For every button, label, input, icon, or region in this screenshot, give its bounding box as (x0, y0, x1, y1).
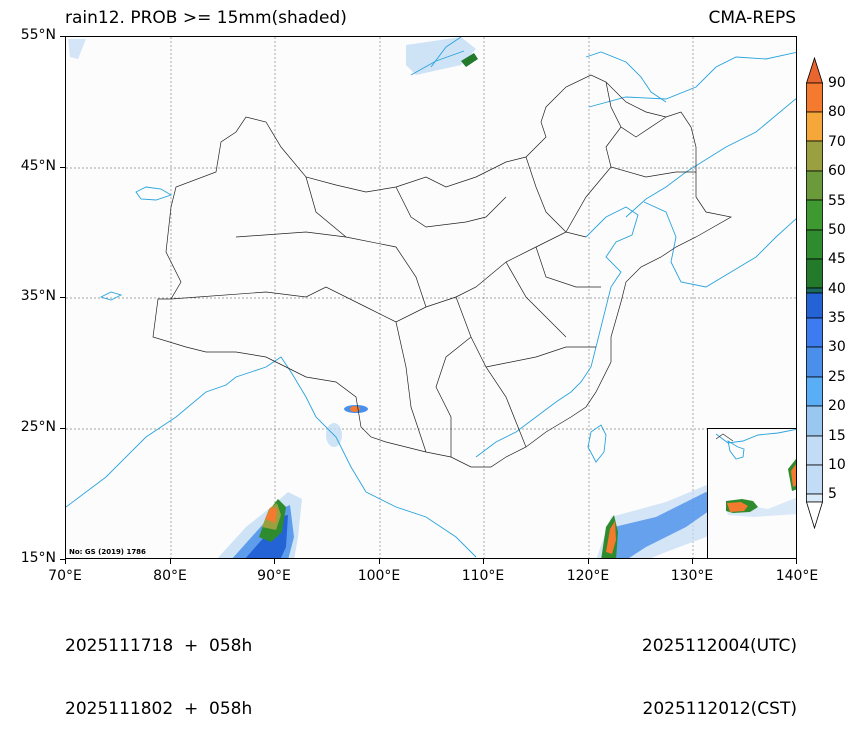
colorbar-label: 40 (828, 281, 846, 297)
y-tick (60, 428, 65, 429)
south-china-sea-inset (707, 428, 797, 559)
y-tick-label: 45°N (20, 158, 56, 174)
y-tick (60, 559, 65, 560)
colorbar-label: 15 (828, 428, 846, 444)
precip-baikal (406, 37, 478, 75)
x-tick-label: 110°E (461, 568, 505, 584)
map-area (65, 36, 797, 559)
colorbar-label: 90 (828, 75, 846, 91)
colorbar-label: 35 (828, 310, 846, 326)
colorbar-label: 80 (828, 104, 846, 120)
colorbar-label: 25 (828, 369, 846, 385)
x-tick (170, 559, 171, 564)
map-canvas (66, 37, 796, 558)
colorbar-label: 20 (828, 398, 846, 414)
colorbar-label: 70 (828, 134, 846, 150)
x-tick-label: 100°E (357, 568, 401, 584)
x-tick-label: 140°E (775, 568, 819, 584)
precip-bay-of-bengal (217, 492, 302, 558)
colorbar-label: 55 (828, 193, 846, 209)
country-borders (152, 74, 732, 468)
valid-cst: 2025112012(CST) (642, 699, 797, 719)
init-cst-line: 2025111802 + 058h (65, 699, 253, 719)
x-tick-label: 80°E (153, 568, 187, 584)
x-tick (274, 559, 275, 564)
x-tick (483, 559, 484, 564)
y-tick-label: 35°N (20, 288, 56, 304)
x-tick (379, 559, 380, 564)
colorbar-extend-min (805, 501, 824, 530)
colorbar (805, 56, 824, 530)
gridlines (66, 37, 796, 558)
y-tick-label: 55°N (20, 27, 56, 43)
colorbar-extend-max (805, 56, 824, 84)
map-approval-number: No: GS (2019) 1786 (69, 548, 146, 556)
precip-yunnan-myanmar (326, 405, 368, 447)
x-tick-label: 120°E (566, 568, 610, 584)
colorbar-label: 45 (828, 251, 846, 267)
colorbar-label: 60 (828, 163, 846, 179)
colorbar-graphic (805, 56, 824, 530)
x-tick-label: 90°E (257, 568, 291, 584)
colorbar-label: 5 (828, 486, 837, 502)
x-tick (692, 559, 693, 564)
y-tick-label: 15°N (20, 550, 56, 566)
model-name: CMA-REPS (708, 8, 796, 28)
y-tick-label: 25°N (20, 419, 56, 435)
x-tick (796, 559, 797, 564)
colorbar-label: 30 (828, 339, 846, 355)
y-tick (60, 167, 65, 168)
coastlines (66, 37, 796, 558)
precip-northwest (68, 39, 86, 59)
colorbar-label: 50 (828, 222, 846, 238)
y-tick (60, 297, 65, 298)
x-tick-label: 70°E (48, 568, 82, 584)
colorbar-label: 10 (828, 457, 846, 473)
init-time-block: 2025111718 + 058h 2025111802 + 058h (65, 594, 252, 741)
x-tick (65, 559, 66, 564)
x-tick (588, 559, 589, 564)
y-tick (60, 36, 65, 37)
x-tick-label: 130°E (670, 568, 714, 584)
inset-canvas (715, 429, 796, 517)
valid-time-block: 2025112004(UTC) 2025112012(CST) (642, 594, 797, 741)
chart-title: rain12. PROB >= 15mm(shaded) (65, 8, 347, 28)
